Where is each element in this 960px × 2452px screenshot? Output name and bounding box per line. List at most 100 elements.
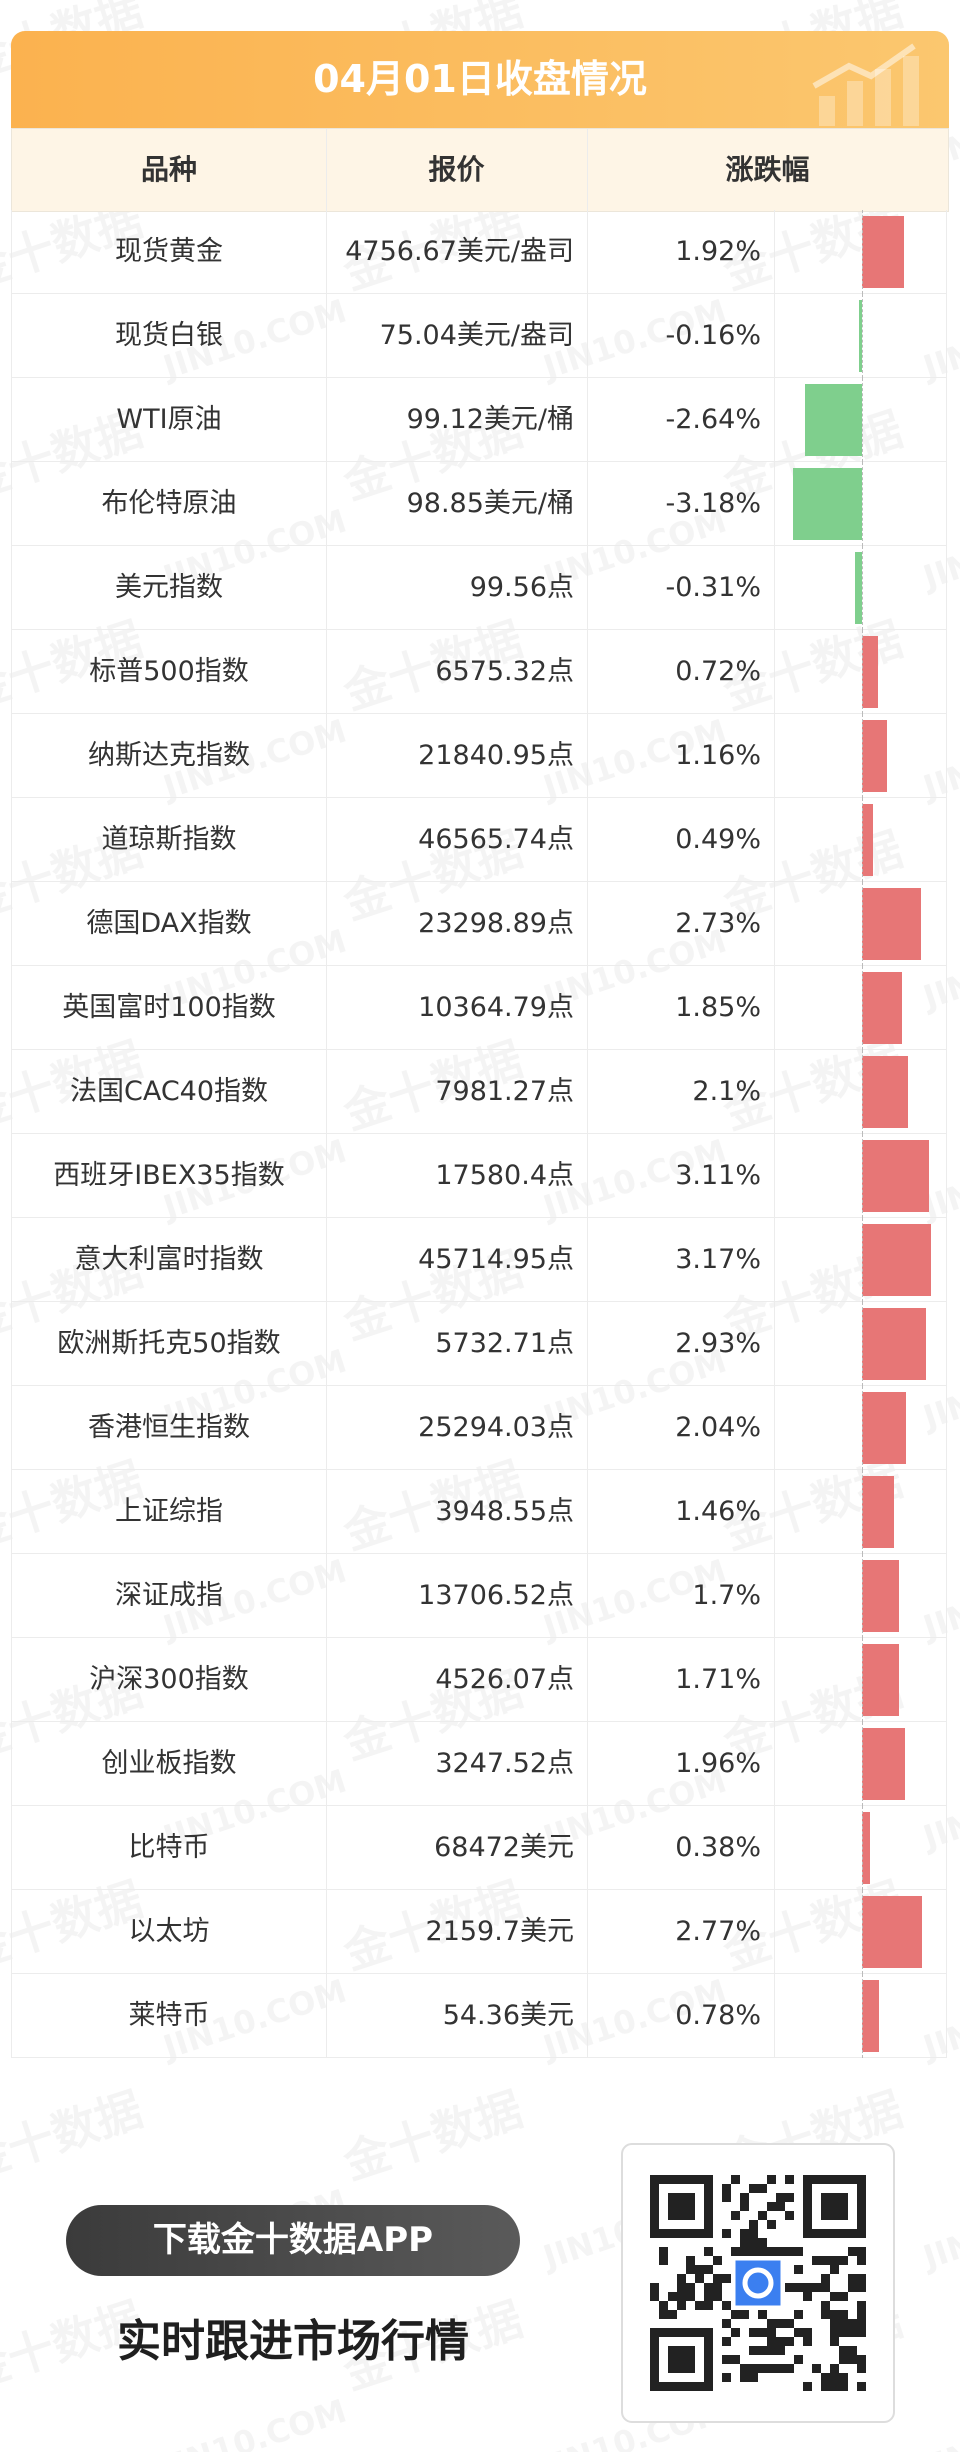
watermark: JIN10.COM <box>919 2392 960 2452</box>
divider <box>326 1806 327 1890</box>
divider <box>587 1050 588 1134</box>
change-bar <box>862 972 903 1044</box>
price: 3948.55点 <box>435 1496 574 1527</box>
name: 英国富时100指数 <box>62 992 276 1023</box>
change-bar <box>862 1476 894 1548</box>
zero-axis <box>862 1050 864 1134</box>
name: 深证成指 <box>115 1580 223 1611</box>
price: 10364.79点 <box>418 992 574 1023</box>
zero-axis <box>862 1218 864 1302</box>
zero-axis <box>862 1974 864 2058</box>
change: 1.96% <box>675 1748 761 1779</box>
price: 3247.52点 <box>435 1748 574 1779</box>
change: 2.73% <box>675 908 761 939</box>
table-row: 上证综指 3948.55点 1.46% <box>11 1470 947 1554</box>
change: -0.16% <box>665 320 761 351</box>
divider <box>774 630 775 714</box>
change-bar <box>862 720 888 792</box>
divider <box>587 1638 588 1722</box>
table-row: 莱特币 54.36美元 0.78% <box>11 1974 947 2058</box>
change-bar <box>862 1056 908 1128</box>
name: 欧洲斯托克50指数 <box>57 1328 281 1359</box>
divider <box>326 1554 327 1638</box>
divider <box>326 1638 327 1722</box>
divider <box>587 1386 588 1470</box>
name: 莱特币 <box>128 2000 210 2031</box>
name: 现货白银 <box>115 320 223 351</box>
table-header: 品种 报价 涨跌幅 <box>11 128 949 212</box>
divider <box>587 1218 588 1302</box>
divider <box>774 1722 775 1806</box>
divider <box>326 129 327 211</box>
change: 0.72% <box>675 656 761 687</box>
divider <box>326 630 327 714</box>
divider <box>774 378 775 462</box>
divider <box>587 1302 588 1386</box>
change-bar <box>862 804 873 876</box>
change: 0.78% <box>675 2000 761 2031</box>
name: WTI原油 <box>116 404 222 435</box>
divider <box>326 378 327 462</box>
name: 道琼斯指数 <box>101 824 237 855</box>
change: -3.18% <box>665 488 761 519</box>
change-bar <box>862 636 878 708</box>
price: 6575.32点 <box>435 656 574 687</box>
zero-axis <box>862 630 864 714</box>
price: 54.36美元 <box>442 2000 574 2031</box>
watermark: 金十数据 <box>334 2073 529 2193</box>
divider <box>774 1638 775 1722</box>
change: 1.46% <box>675 1496 761 1527</box>
slogan: 实时跟进市场行情 <box>117 2316 469 2367</box>
divider <box>326 1890 327 1974</box>
price: 99.56点 <box>469 572 574 603</box>
zero-axis <box>862 210 864 294</box>
divider <box>774 966 775 1050</box>
divider <box>326 210 327 294</box>
change: 1.71% <box>675 1664 761 1695</box>
divider <box>326 1470 327 1554</box>
divider <box>774 798 775 882</box>
table-row: 道琼斯指数 46565.74点 0.49% <box>11 798 947 882</box>
divider <box>774 294 775 378</box>
table-row: 西班牙IBEX35指数 17580.4点 3.11% <box>11 1134 947 1218</box>
table-row: 标普500指数 6575.32点 0.72% <box>11 630 947 714</box>
divider <box>587 798 588 882</box>
change: 1.16% <box>675 740 761 771</box>
change-bar <box>855 552 862 624</box>
change-bar <box>862 1140 930 1212</box>
zero-axis <box>862 546 864 630</box>
watermark: JIN10.COM <box>159 2392 351 2452</box>
name: 美元指数 <box>115 572 223 603</box>
name: 布伦特原油 <box>101 488 237 519</box>
change: 2.93% <box>675 1328 761 1359</box>
divider <box>326 798 327 882</box>
watermark: JIN10.COM <box>919 2182 960 2277</box>
change: 1.7% <box>692 1580 761 1611</box>
name: 法国CAC40指数 <box>69 1076 269 1107</box>
zero-axis <box>862 714 864 798</box>
zero-axis <box>862 1134 864 1218</box>
zero-axis <box>862 1638 864 1722</box>
divider <box>774 210 775 294</box>
table-row: WTI原油 99.12美元/桶 -2.64% <box>11 378 947 462</box>
price: 45714.95点 <box>418 1244 574 1275</box>
divider <box>774 462 775 546</box>
divider <box>326 1722 327 1806</box>
divider <box>774 1470 775 1554</box>
change: 2.04% <box>675 1412 761 1443</box>
divider <box>774 1050 775 1134</box>
divider <box>326 462 327 546</box>
price: 46565.74点 <box>418 824 574 855</box>
zero-axis <box>862 1302 864 1386</box>
divider <box>587 1806 588 1890</box>
download-button[interactable]: 下载金十数据APP <box>66 2205 520 2276</box>
divider <box>587 294 588 378</box>
divider <box>326 1134 327 1218</box>
divider <box>774 1218 775 1302</box>
divider <box>774 546 775 630</box>
price: 4526.07点 <box>435 1664 574 1695</box>
divider <box>587 1554 588 1638</box>
qr-code <box>621 2143 895 2423</box>
table-row: 欧洲斯托克50指数 5732.71点 2.93% <box>11 1302 947 1386</box>
divider <box>326 966 327 1050</box>
